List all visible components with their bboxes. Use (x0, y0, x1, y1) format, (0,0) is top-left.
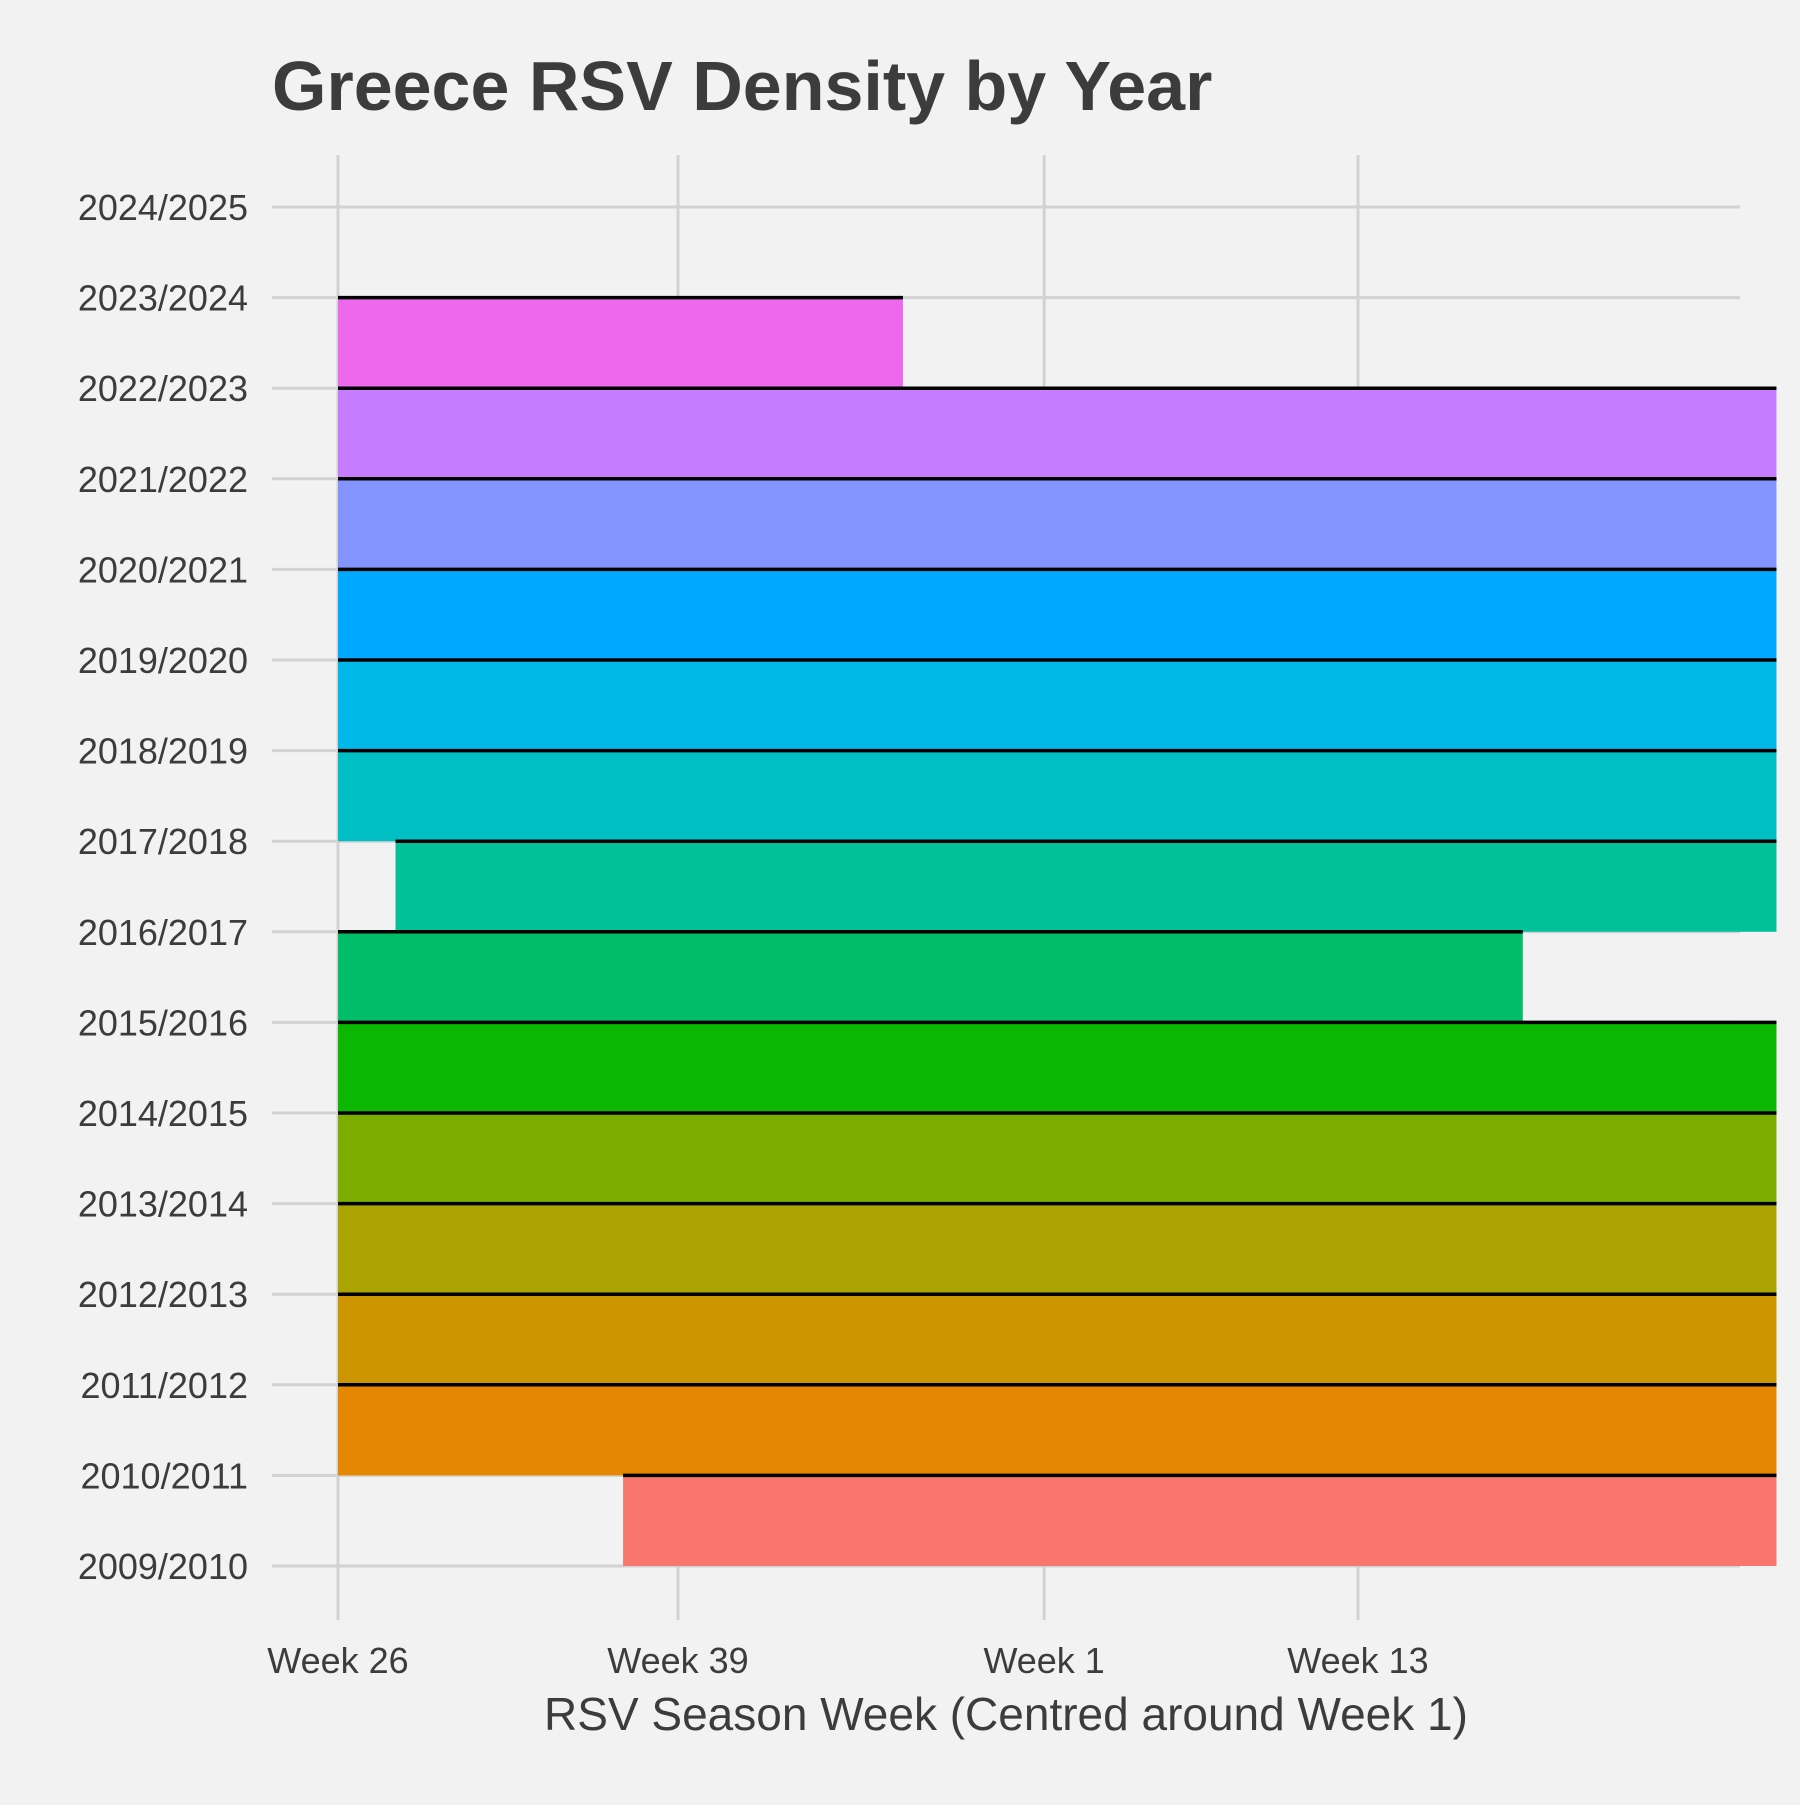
ridge-2012-2013 (338, 1203, 1777, 1295)
ridge-2013-2014 (338, 1113, 1777, 1204)
x-tick-labels: Week 26 Week 39 Week 1 Week 13 (267, 1640, 1428, 1681)
x-tick-label: Week 39 (607, 1640, 748, 1681)
y-tick-label: 2016/2017 (78, 912, 248, 953)
ridge-2021-2022 (338, 388, 1777, 479)
ridge-2017-2018 (338, 750, 1777, 842)
x-tick-label: Week 13 (1287, 1640, 1428, 1681)
y-tick-label: 2017/2018 (78, 821, 248, 862)
ridge-2010-2011 (338, 1384, 1777, 1476)
x-tick-label: Week 1 (983, 1640, 1104, 1681)
y-tick-label: 2014/2015 (78, 1093, 248, 1134)
ridge-2014-2015 (338, 1022, 1777, 1113)
y-tick-label: 2022/2023 (78, 368, 248, 409)
ridge-2019-2020 (338, 569, 1777, 660)
ridge-2018-2019 (338, 660, 1777, 751)
y-tick-label: 2009/2010 (78, 1546, 248, 1587)
ridge-2009-2010 (623, 1475, 1777, 1566)
ridge-2020-2021 (338, 478, 1777, 570)
ridge-2015-2016 (338, 931, 1523, 1023)
y-tick-label: 2020/2021 (78, 549, 248, 590)
y-tick-labels: 2009/2010 2010/2011 2011/2012 2012/2013 2013… (78, 187, 248, 1587)
y-tick-label: 2024/2025 (78, 187, 248, 228)
y-tick-label: 2015/2016 (78, 1002, 248, 1043)
chart-title: Greece RSV Density by Year (272, 47, 1212, 125)
ridge-2022-2023 (338, 297, 903, 389)
ridge-2011-2012 (338, 1294, 1777, 1385)
ridge-2016-2017 (395, 841, 1777, 932)
y-tick-label: 2011/2012 (80, 1365, 248, 1406)
y-tick-label: 2012/2013 (78, 1274, 248, 1315)
ridges (338, 295, 1777, 1566)
y-tick-label: 2013/2014 (78, 1184, 248, 1225)
x-axis-label: RSV Season Week (Centred around Week 1) (544, 1688, 1468, 1740)
y-tick-label: 2019/2020 (78, 640, 248, 681)
y-tick-label: 2018/2019 (78, 731, 248, 772)
y-tick-label: 2023/2024 (78, 278, 248, 319)
y-tick-label: 2010/2011 (80, 1455, 248, 1496)
y-tick-label: 2021/2022 (78, 459, 248, 500)
x-tick-label: Week 26 (267, 1640, 408, 1681)
